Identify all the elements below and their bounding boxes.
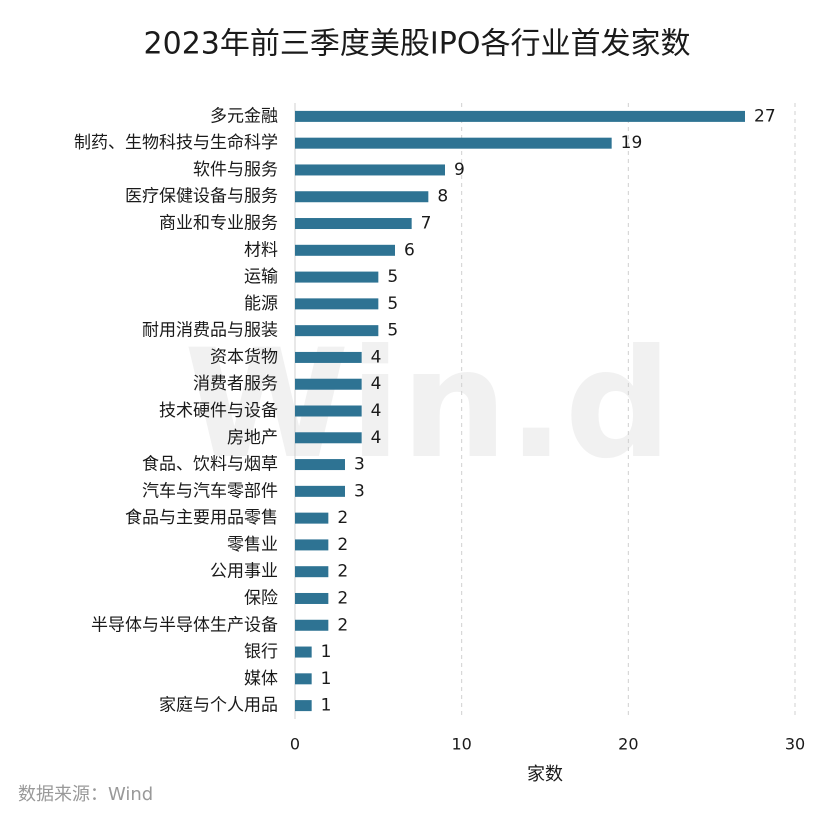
bar (295, 325, 379, 337)
bar (295, 700, 312, 712)
data-label: 1 (321, 696, 332, 716)
bar (295, 566, 329, 578)
x-axis-label: 家数 (527, 764, 563, 785)
bar (295, 244, 395, 256)
data-label: 2 (337, 615, 348, 635)
data-label: 19 (621, 133, 643, 153)
y-tick-label: 半导体与半导体生产设备 (91, 615, 278, 635)
y-tick-label: 媒体 (244, 669, 278, 689)
bar (295, 298, 379, 310)
bar (295, 137, 612, 149)
bar (295, 459, 345, 471)
y-tick-label: 能源 (244, 294, 278, 314)
y-tick-label: 保险 (244, 588, 278, 608)
bar (295, 619, 329, 631)
x-tick-label: 0 (290, 735, 300, 754)
y-tick-label: 食品、饮料与烟草 (142, 455, 278, 475)
data-label: 2 (337, 588, 348, 608)
bar (295, 646, 312, 658)
data-label: 8 (437, 187, 448, 207)
data-label: 3 (354, 481, 365, 501)
source: 数据来源：Wind (18, 784, 153, 805)
data-label: 7 (421, 214, 432, 234)
data-label: 5 (387, 294, 398, 314)
x-tick-label: 10 (451, 735, 471, 754)
data-label: 6 (404, 240, 415, 260)
bar (295, 378, 362, 390)
data-label: 4 (371, 428, 382, 448)
data-label: 27 (754, 106, 776, 126)
bar (295, 432, 362, 444)
bar (295, 110, 745, 122)
data-label: 1 (321, 669, 332, 689)
y-tick-label: 资本货物 (210, 347, 278, 367)
bar (295, 191, 429, 203)
data-label: 4 (371, 347, 382, 367)
y-tick-label: 家庭与个人用品 (159, 696, 278, 716)
y-tick-label: 消费者服务 (193, 374, 278, 394)
y-tick-label: 食品与主要用品零售 (125, 508, 278, 528)
data-label: 2 (337, 535, 348, 555)
data-label: 1 (321, 642, 332, 662)
y-tick-label: 多元金融 (210, 106, 278, 126)
chart-title: 2023年前三季度美股IPO各行业首发家数 (144, 27, 691, 62)
y-tick-label: 零售业 (227, 535, 278, 555)
x-tick-label: 30 (785, 735, 805, 754)
y-tick-label: 公用事业 (210, 562, 278, 582)
data-label: 4 (371, 374, 382, 394)
bar (295, 673, 312, 685)
data-label: 5 (387, 267, 398, 287)
y-tick-label: 软件与服务 (193, 160, 278, 180)
y-tick-label: 技术硬件与设备 (159, 401, 278, 421)
x-tick-label: 20 (618, 735, 638, 754)
y-tick-label: 房地产 (227, 428, 278, 448)
data-label: 2 (337, 508, 348, 528)
data-label: 2 (337, 562, 348, 582)
y-tick-label: 制药、生物科技与生命科学 (74, 133, 278, 153)
y-tick-label: 商业和专业服务 (159, 214, 278, 234)
y-tick-label: 医疗保健设备与服务 (125, 187, 278, 207)
data-label: 9 (454, 160, 465, 180)
bar (295, 271, 379, 283)
bar (295, 592, 329, 604)
data-label: 3 (354, 455, 365, 475)
bar (295, 539, 329, 551)
y-tick-label: 运输 (244, 267, 278, 287)
y-tick-label: 汽车与汽车零部件 (142, 481, 278, 501)
y-tick-label: 耐用消费品与服装 (142, 321, 278, 341)
bar (295, 512, 329, 524)
data-label: 5 (387, 321, 398, 341)
bar (295, 218, 412, 230)
watermark: Win.d (184, 318, 672, 492)
bar (295, 351, 362, 363)
y-tick-label: 银行 (244, 642, 278, 662)
data-label: 4 (371, 401, 382, 421)
bar (295, 164, 445, 176)
bar (295, 405, 362, 417)
bar (295, 485, 345, 497)
y-tick-label: 材料 (244, 240, 278, 260)
